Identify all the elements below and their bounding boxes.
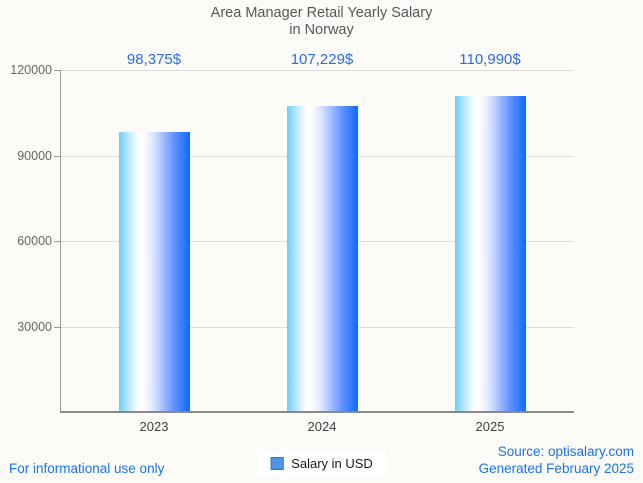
y-axis-tick: [54, 241, 60, 242]
legend: Salary in USD: [257, 450, 386, 477]
gridline: [60, 70, 574, 71]
y-axis-tick: [54, 326, 60, 328]
x-axis-line: [60, 411, 574, 413]
y-axis-label: 120000: [10, 63, 52, 77]
bar-2024: [286, 106, 358, 411]
legend-swatch-icon: [270, 457, 284, 470]
y-axis-tick: [54, 70, 60, 71]
x-axis-category-label: 2024: [307, 419, 337, 434]
bar-2023: [118, 131, 190, 411]
y-axis-label: 30000: [17, 319, 52, 334]
y-axis-tick: [54, 155, 60, 157]
source-line: Source: optisalary.com: [497, 444, 634, 459]
value-label: 98,375$: [126, 51, 182, 68]
chart-title: Area Manager Retail Yearly Salary in Nor…: [0, 5, 643, 38]
x-axis-category-label: 2025: [475, 419, 505, 434]
y-axis-line: [60, 70, 61, 413]
value-label: 110,990$: [459, 51, 521, 68]
source-credit: Source: optisalary.com Generated Februar…: [479, 443, 634, 477]
y-axis-label: 60000: [17, 234, 52, 248]
generated-date-line: Generated February 2025: [478, 461, 634, 476]
chart-title-line2: in Norway: [289, 21, 354, 38]
chart-title-line1: Area Manager Retail Yearly Salary: [210, 5, 433, 21]
value-label: 107,229$: [290, 51, 354, 68]
y-axis-label: 90000: [17, 148, 52, 163]
disclaimer-text: For informational use only: [9, 461, 165, 476]
bar-2025: [454, 95, 526, 411]
x-axis-category-label: 2023: [139, 419, 169, 434]
legend-label: Salary in USD: [291, 456, 373, 471]
